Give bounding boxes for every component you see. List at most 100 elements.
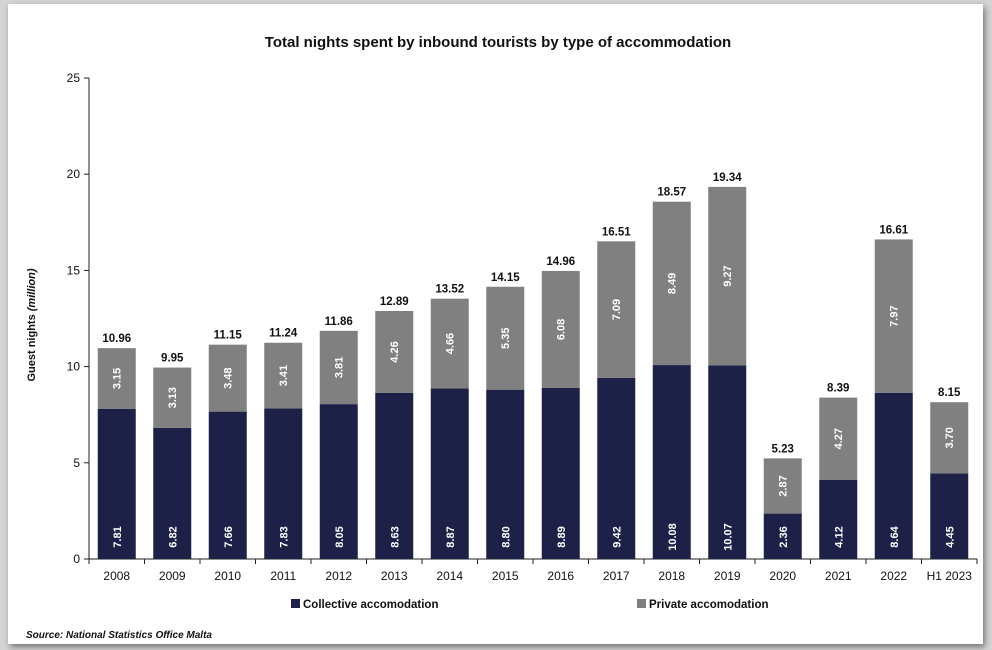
data-label-private: 8.49 bbox=[667, 273, 679, 294]
y-axis-label-unit: (million) bbox=[26, 268, 38, 311]
data-label-private: 2.87 bbox=[778, 475, 790, 496]
data-label-private: 3.70 bbox=[944, 427, 956, 448]
data-label-private: 4.66 bbox=[445, 333, 457, 354]
bar-collective bbox=[208, 411, 247, 559]
bar-private bbox=[97, 348, 136, 409]
total-label: 5.23 bbox=[772, 443, 794, 455]
y-axis-label-main: Guest nights bbox=[26, 311, 38, 381]
source-note: Source: National Statistics Office Malta bbox=[26, 630, 212, 641]
total-label: 12.89 bbox=[380, 296, 409, 308]
data-label-private: 3.15 bbox=[112, 368, 124, 389]
data-label-private: 4.27 bbox=[833, 428, 845, 449]
bar-collective bbox=[486, 389, 525, 559]
data-label-collective: 8.89 bbox=[556, 526, 568, 547]
chart-frame: Total nights spent by inbound tourists b… bbox=[8, 4, 983, 644]
bar-collective bbox=[430, 388, 469, 559]
bar-private bbox=[874, 239, 913, 393]
legend-label: Private accomodation bbox=[649, 599, 769, 611]
x-tick-label: 2013 bbox=[381, 569, 408, 583]
bar-collective bbox=[319, 404, 358, 559]
data-label-private: 6.08 bbox=[556, 319, 568, 340]
y-tick-label: 20 bbox=[67, 167, 81, 181]
total-label: 14.96 bbox=[546, 256, 575, 268]
y-tick-label: 15 bbox=[67, 263, 81, 277]
bar-collective bbox=[874, 392, 913, 559]
bar-private bbox=[486, 286, 525, 390]
bar-private bbox=[264, 342, 303, 409]
total-label: 19.34 bbox=[713, 172, 742, 184]
total-label: 11.15 bbox=[214, 330, 243, 342]
y-tick-label: 25 bbox=[67, 71, 81, 85]
x-tick-label: 2019 bbox=[714, 569, 741, 583]
data-label-private: 9.27 bbox=[722, 265, 734, 286]
data-label-collective: 7.66 bbox=[223, 526, 235, 547]
data-label-private: 7.97 bbox=[889, 305, 901, 326]
total-label: 16.61 bbox=[879, 224, 908, 236]
bar-collective bbox=[97, 408, 136, 559]
data-label-collective: 10.08 bbox=[667, 523, 679, 551]
data-label-private: 3.13 bbox=[167, 387, 179, 408]
x-tick-label: H1 2023 bbox=[927, 569, 973, 583]
data-label-collective: 4.12 bbox=[833, 526, 845, 547]
bar-collective bbox=[375, 392, 414, 559]
bar-private bbox=[597, 241, 636, 378]
total-label: 18.57 bbox=[657, 187, 686, 199]
data-label-private: 5.35 bbox=[500, 328, 512, 349]
bar-collective bbox=[708, 365, 747, 559]
total-label: 8.39 bbox=[827, 383, 849, 395]
x-tick-label: 2012 bbox=[325, 569, 352, 583]
x-tick-label: 2009 bbox=[159, 569, 186, 583]
data-label-collective: 2.36 bbox=[778, 526, 790, 547]
bar-collective bbox=[153, 427, 192, 559]
x-tick-label: 2008 bbox=[103, 569, 130, 583]
total-label: 13.52 bbox=[435, 284, 464, 296]
stacked-bar-chart: Total nights spent by inbound tourists b… bbox=[26, 34, 978, 641]
data-label-collective: 7.81 bbox=[112, 526, 124, 547]
x-tick-label: 2016 bbox=[547, 569, 574, 583]
data-label-collective: 7.83 bbox=[278, 526, 290, 547]
bar-collective bbox=[930, 473, 969, 559]
bar-private bbox=[541, 270, 580, 388]
legend-swatch bbox=[637, 599, 646, 608]
data-label-collective: 8.80 bbox=[500, 526, 512, 547]
data-label-private: 3.81 bbox=[334, 357, 346, 378]
bar-collective bbox=[597, 377, 636, 559]
data-label-collective: 8.63 bbox=[389, 526, 401, 547]
data-label-collective: 10.07 bbox=[722, 523, 734, 551]
bar-private bbox=[319, 330, 358, 405]
x-tick-label: 2017 bbox=[603, 569, 630, 583]
data-label-collective: 4.45 bbox=[944, 526, 956, 547]
bar-private bbox=[430, 298, 469, 389]
total-label: 16.51 bbox=[602, 226, 631, 238]
data-label-private: 3.48 bbox=[223, 367, 235, 388]
y-tick-label: 5 bbox=[73, 456, 80, 470]
total-label: 14.15 bbox=[491, 272, 520, 284]
data-label-collective: 8.64 bbox=[889, 525, 901, 547]
total-label: 9.95 bbox=[161, 353, 184, 365]
total-label: 11.86 bbox=[325, 316, 353, 328]
y-tick-label: 10 bbox=[67, 360, 81, 374]
chart-title: Total nights spent by inbound tourists b… bbox=[265, 34, 731, 51]
bar-collective bbox=[264, 408, 303, 559]
x-tick-label: 2010 bbox=[214, 569, 241, 583]
data-label-private: 4.26 bbox=[389, 341, 401, 362]
x-tick-label: 2014 bbox=[436, 569, 463, 583]
bar-private bbox=[930, 402, 969, 474]
y-axis-label: Guest nights (million) bbox=[26, 268, 38, 381]
x-tick-label: 2020 bbox=[769, 569, 796, 583]
total-label: 10.96 bbox=[102, 333, 131, 345]
plot-area: 0 5 10 15 20 25 7.81 3.15 10.96 2008 6.82 3.13 9.95 2… bbox=[67, 71, 978, 583]
bar-collective bbox=[652, 365, 691, 559]
y-tick-label: 0 bbox=[73, 552, 80, 566]
bar-private bbox=[153, 367, 192, 428]
x-tick-label: 2021 bbox=[825, 569, 852, 583]
legend-label: Collective accomodation bbox=[303, 599, 438, 611]
data-label-collective: 9.42 bbox=[611, 526, 623, 547]
bar-collective bbox=[763, 513, 802, 559]
data-label-private: 7.09 bbox=[611, 299, 623, 320]
data-label-collective: 8.05 bbox=[334, 526, 346, 547]
data-label-collective: 6.82 bbox=[167, 526, 179, 547]
legend: Collective accomodation Private accomodat… bbox=[291, 599, 769, 611]
x-tick-label: 2011 bbox=[270, 569, 296, 583]
total-label: 11.24 bbox=[269, 328, 298, 340]
